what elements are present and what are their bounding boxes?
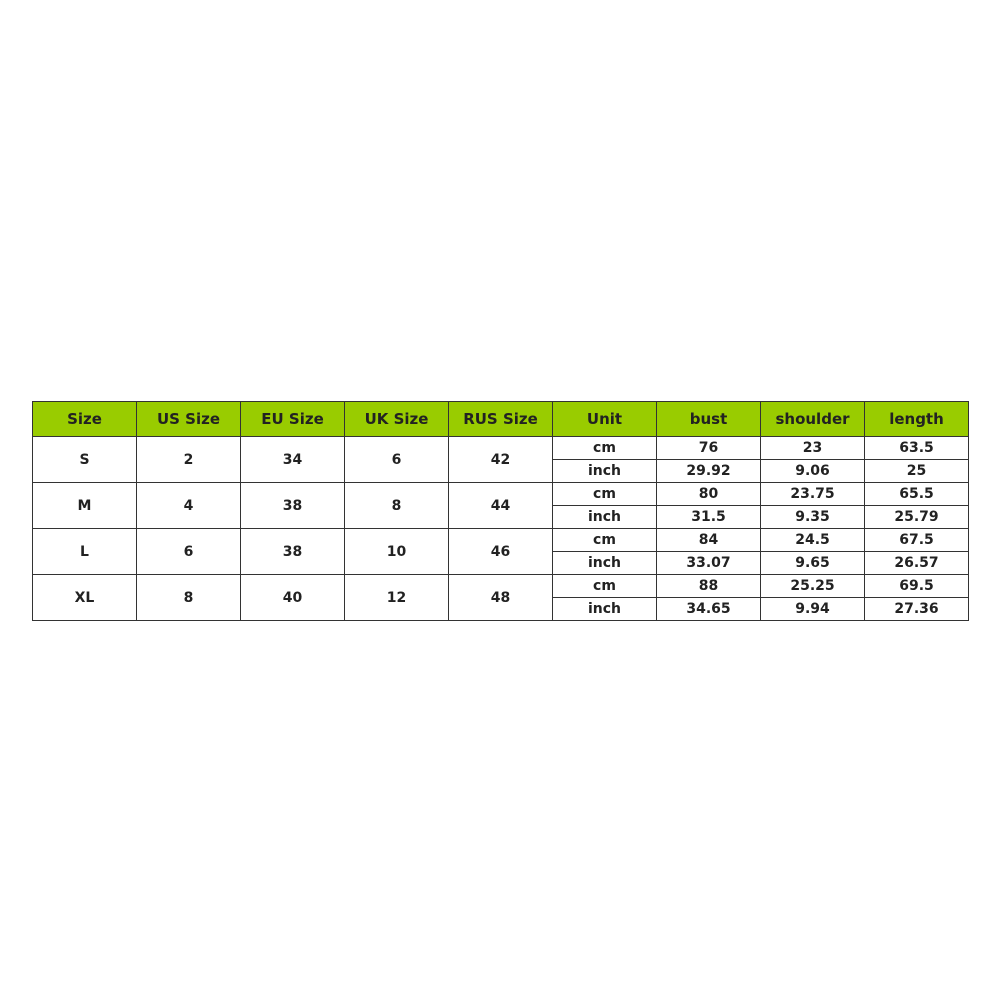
table-row: inch 33.07 9.65 26.57 — [33, 551, 969, 575]
cell-unit: inch — [552, 597, 657, 621]
cell-eu: 34 — [240, 436, 345, 483]
column-header: Unit — [552, 401, 657, 437]
column-header: shoulder — [760, 401, 865, 437]
cell-uk: 10 — [344, 528, 449, 575]
cell-unit: inch — [552, 551, 657, 575]
table-row: inch 34.65 9.94 27.36 — [33, 597, 969, 621]
cell-rus: 46 — [448, 528, 553, 575]
cell-bust: 34.65 — [656, 597, 761, 621]
cell-us: 2 — [136, 436, 241, 483]
cell-size: XL — [32, 574, 137, 621]
cell-unit: cm — [552, 528, 657, 552]
cell-length: 69.5 — [864, 574, 969, 598]
table-row: inch 31.5 9.35 25.79 — [33, 505, 969, 529]
cell-us: 8 — [136, 574, 241, 621]
table-row: S 2 34 6 42 cm 76 23 63.5 — [32, 436, 969, 483]
cell-bust: 33.07 — [656, 551, 761, 575]
cell-shoulder: 25.25 — [760, 574, 865, 598]
column-header: bust — [656, 401, 761, 437]
cell-us: 6 — [136, 528, 241, 575]
cell-shoulder: 24.5 — [760, 528, 865, 552]
cell-unit: inch — [552, 459, 657, 483]
cell-length: 63.5 — [864, 436, 969, 460]
cell-uk: 6 — [344, 436, 449, 483]
cell-rus: 42 — [448, 436, 553, 483]
cell-bust: 31.5 — [656, 505, 761, 529]
cell-length: 26.57 — [864, 551, 969, 575]
cell-unit: cm — [552, 436, 657, 460]
cell-shoulder: 9.06 — [760, 459, 865, 483]
cell-size: S — [32, 436, 137, 483]
cell-length: 65.5 — [864, 482, 969, 506]
cell-length: 25 — [864, 459, 969, 483]
cell-bust: 88 — [656, 574, 761, 598]
table-row: L 6 38 10 46 cm 84 24.5 67.5 — [32, 528, 969, 575]
column-header: RUS Size — [448, 401, 553, 437]
cell-eu: 38 — [240, 482, 345, 529]
cell-bust: 80 — [656, 482, 761, 506]
cell-rus: 48 — [448, 574, 553, 621]
column-header: UK Size — [344, 401, 449, 437]
cell-size: M — [32, 482, 137, 529]
column-header: US Size — [136, 401, 241, 437]
column-header: length — [864, 401, 969, 437]
cell-shoulder: 9.65 — [760, 551, 865, 575]
cell-uk: 12 — [344, 574, 449, 621]
cell-bust: 84 — [656, 528, 761, 552]
table-row: M 4 38 8 44 cm 80 23.75 65.5 — [32, 482, 969, 529]
size-chart-table: Size US Size EU Size UK Size RUS Size Unit bus… — [32, 401, 969, 621]
cell-bust: 76 — [656, 436, 761, 460]
cell-uk: 8 — [344, 482, 449, 529]
table-row: XL 8 40 12 48 cm 88 25.25 69.5 — [32, 574, 969, 621]
cell-unit: cm — [552, 574, 657, 598]
cell-eu: 40 — [240, 574, 345, 621]
cell-shoulder: 23.75 — [760, 482, 865, 506]
cell-shoulder: 23 — [760, 436, 865, 460]
cell-unit: inch — [552, 505, 657, 529]
cell-shoulder: 9.35 — [760, 505, 865, 529]
column-header: Size — [32, 401, 137, 437]
table-row: inch 29.92 9.06 25 — [33, 459, 969, 483]
cell-bust: 29.92 — [656, 459, 761, 483]
cell-shoulder: 9.94 — [760, 597, 865, 621]
cell-us: 4 — [136, 482, 241, 529]
cell-length: 67.5 — [864, 528, 969, 552]
column-header: EU Size — [240, 401, 345, 437]
cell-unit: cm — [552, 482, 657, 506]
cell-length: 25.79 — [864, 505, 969, 529]
cell-size: L — [32, 528, 137, 575]
cell-length: 27.36 — [864, 597, 969, 621]
cell-eu: 38 — [240, 528, 345, 575]
cell-rus: 44 — [448, 482, 553, 529]
header-row: Size US Size EU Size UK Size RUS Size Unit bus… — [32, 401, 969, 437]
